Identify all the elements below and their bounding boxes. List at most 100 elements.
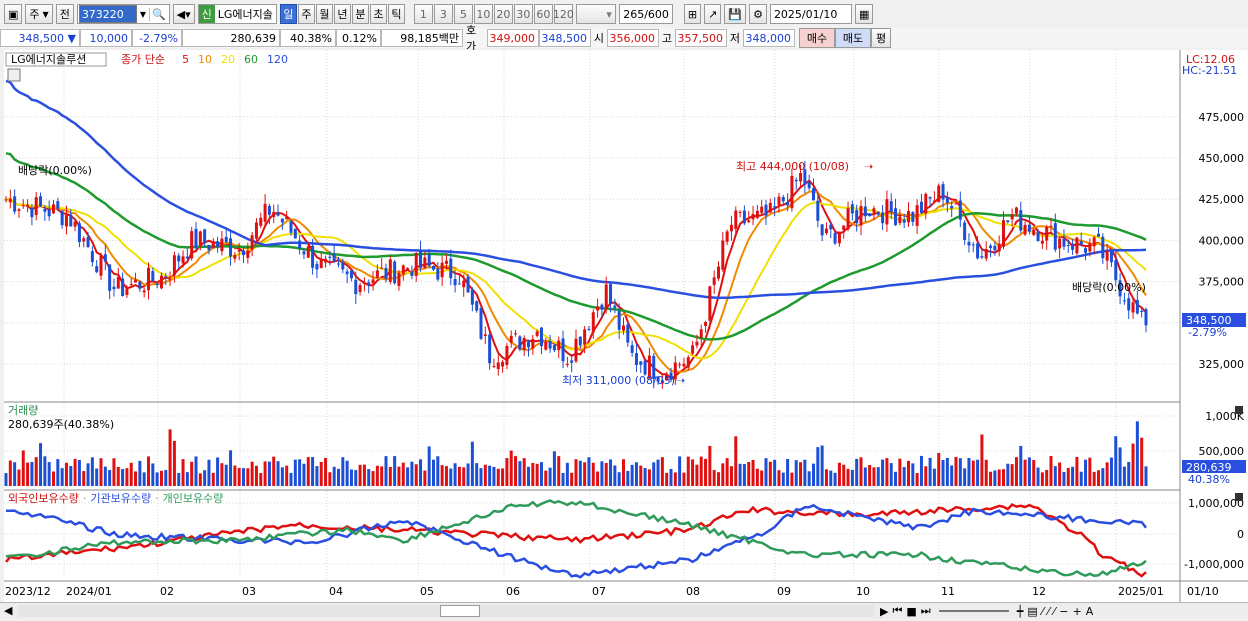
price-tick-label: 375,000 [1199, 276, 1245, 289]
chart-area[interactable]: LG에너지솔루션 종가 단순 5 10 20 60 120 LC:12.06 HC:-2… [4, 50, 1248, 602]
candle-body [289, 221, 293, 233]
volume-bar [829, 470, 833, 486]
interval-tab-60[interactable]: 60 [533, 4, 553, 24]
volume-bar [781, 472, 785, 486]
save-icon[interactable]: 💾 [724, 4, 747, 24]
period-tab-1[interactable]: 주 [297, 4, 315, 24]
scroll-right-icon[interactable]: ▶ [880, 604, 889, 618]
candle-body [224, 236, 228, 243]
institution-holdings-line [5, 503, 1147, 579]
period-tab-3[interactable]: 년 [333, 4, 351, 24]
candle-body [816, 200, 820, 221]
volume-bar [859, 457, 863, 486]
auto-scale-icon[interactable]: A [1085, 604, 1094, 618]
zoom-out-icon[interactable]: − [1059, 604, 1069, 618]
period-tab-0[interactable]: 일 [279, 4, 297, 24]
volume-bar [794, 460, 798, 486]
search-dropdown-icon[interactable]: ▼ [139, 9, 146, 19]
toggle-crosshair-icon[interactable]: ⊞ [683, 4, 702, 24]
buy-button[interactable]: 매수 [799, 28, 835, 48]
volume-bar [289, 472, 293, 486]
ma-label: 종가 단순 [121, 53, 165, 66]
volume-bar [73, 458, 77, 486]
candle-body [1032, 229, 1036, 235]
stop-icon[interactable]: ■ [906, 604, 917, 618]
interval-tab-3[interactable]: 3 [433, 4, 453, 24]
fast-forward-icon[interactable]: ⏭ [920, 604, 931, 617]
settings-gear-icon[interactable]: ⚙ [749, 4, 767, 24]
stock-code-field[interactable]: 373220 ▼ 🔍 [76, 4, 170, 24]
candle-body [311, 245, 315, 268]
zoom-in-icon[interactable]: + [1072, 604, 1082, 618]
zoom-slider-icon[interactable]: ┿ [1016, 604, 1024, 618]
evaluate-button[interactable]: 평 [871, 28, 891, 48]
candle-body [237, 249, 241, 252]
candle-body [587, 328, 591, 330]
data-count-field[interactable]: 265/600 [618, 4, 673, 24]
volume-bar [263, 461, 267, 486]
volume-bar [928, 457, 932, 486]
volume-ratio: 40.38% [280, 29, 336, 47]
stock-chart-svg[interactable]: LG에너지솔루션 종가 단순 5 10 20 60 120 LC:12.06 HC:-2… [4, 50, 1248, 602]
scroll-left-icon[interactable]: ◀ [4, 604, 13, 617]
volume-bar [388, 467, 392, 486]
holdings-panel-close-icon[interactable] [1235, 493, 1243, 501]
current-volume-label: 280,639 [1186, 461, 1232, 474]
current-pct-label: -2.79% [1188, 326, 1227, 339]
sell-button[interactable]: 매도 [835, 28, 871, 48]
interval-tab-120[interactable]: 120 [553, 4, 574, 24]
search-icon[interactable]: 🔍 [148, 7, 168, 21]
price-tick-label: 475,000 [1199, 111, 1245, 124]
scroll-thumb[interactable] [440, 605, 480, 617]
date-tick-label: 2023/12 [5, 585, 51, 598]
stock-code-input[interactable]: 373220 [78, 5, 137, 23]
trend-tool-icon[interactable]: ⁄ [1041, 604, 1044, 618]
grid-tool-icon[interactable]: ▤ [1027, 604, 1038, 618]
channel-tool-icon[interactable]: ⁄ [1047, 604, 1050, 618]
layout-icon[interactable]: ▣ [4, 4, 23, 24]
candle-body [673, 362, 677, 380]
volume-bar [898, 458, 902, 486]
interval-tab-20[interactable]: 20 [493, 4, 513, 24]
volume-bar [552, 451, 556, 486]
stock-name-field[interactable]: 신 LG에너지솔 [197, 4, 277, 24]
draw-tools-icon[interactable]: ↗ [704, 4, 722, 24]
candle-body [1122, 300, 1126, 302]
volume-bar [1079, 471, 1083, 486]
interval-tab-5[interactable]: 5 [453, 4, 473, 24]
volume-bar [341, 457, 345, 486]
volume-bar [954, 456, 958, 486]
volume-bar [272, 456, 276, 486]
sound-icon[interactable]: ◀▾ [172, 4, 195, 24]
volume-bar [691, 459, 695, 486]
period-tab-5[interactable]: 초 [369, 4, 387, 24]
candle-body [954, 203, 958, 205]
indicator-list-icon[interactable] [7, 68, 21, 82]
interval-tab-10[interactable]: 10 [473, 4, 493, 24]
period-tab-2[interactable]: 월 [315, 4, 333, 24]
market-type-select[interactable]: 주 ▼ [25, 4, 53, 24]
volume-panel-close-icon[interactable] [1235, 406, 1243, 414]
volume-bar [799, 462, 803, 486]
prev-stock-button[interactable]: 전 [55, 4, 74, 24]
volume-bar [509, 450, 513, 486]
interval-tab-1[interactable]: 1 [413, 4, 433, 24]
date-field[interactable]: 2025/01/10 [769, 4, 852, 24]
candle-body [470, 289, 474, 305]
horizontal-scrollbar[interactable]: ◀ ▶ ⏮ ■ ⏭ ┿ ▤ ⁄ ⁄ ⁄ − + A [0, 602, 1248, 619]
volume-bar [647, 469, 651, 486]
period-tab-6[interactable]: 틱 [387, 4, 405, 24]
volume-bar [457, 466, 461, 486]
period-tab-4[interactable]: 분 [351, 4, 369, 24]
candle-body [1144, 309, 1148, 326]
interval-tab-30[interactable]: 30 [513, 4, 533, 24]
interval-dropdown[interactable]: ▾ [575, 4, 616, 24]
volume-bar [915, 473, 919, 486]
fib-tool-icon[interactable]: ⁄ [1053, 604, 1056, 618]
calendar-icon[interactable]: ▦ [854, 4, 874, 24]
candle-body [768, 202, 772, 213]
volume-bar [1140, 437, 1144, 486]
rewind-icon[interactable]: ⏮ [892, 604, 903, 617]
zoom-track[interactable] [938, 610, 1009, 612]
volume-bar [596, 471, 600, 486]
